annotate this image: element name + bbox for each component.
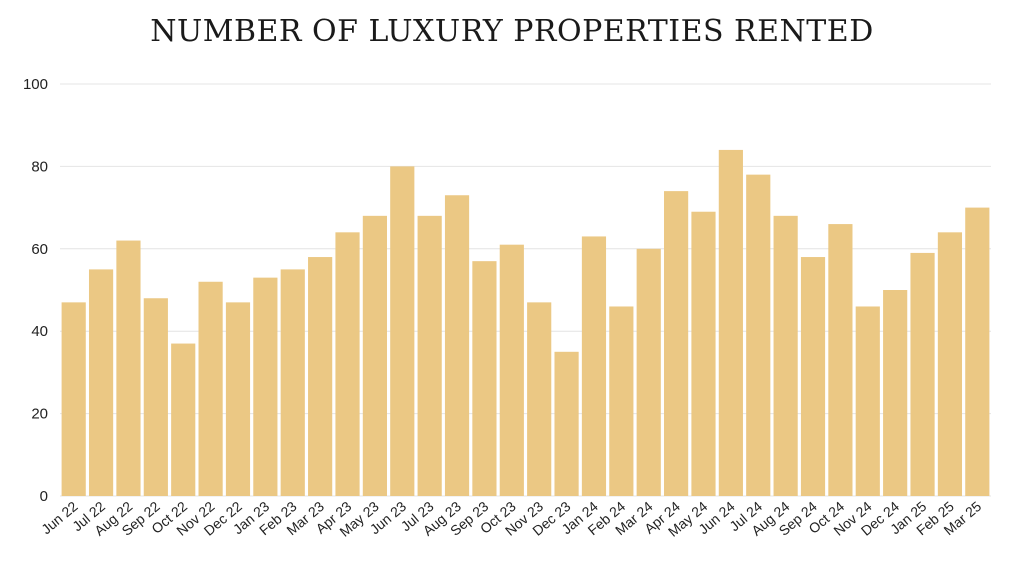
bar [390, 166, 415, 496]
bar [910, 252, 935, 496]
y-tick-label: 100 [23, 76, 48, 93]
bar [828, 224, 853, 496]
bar [664, 191, 689, 496]
bar [308, 257, 333, 496]
bar [554, 351, 579, 496]
y-axis-ticks: 0 20 40 60 80 100 [23, 76, 48, 505]
bar [581, 236, 607, 496]
bar [773, 215, 798, 496]
y-tick-label: 0 [40, 488, 48, 505]
bar [116, 240, 141, 496]
bar [253, 277, 278, 496]
bar [855, 306, 880, 496]
bar [417, 215, 442, 496]
bar [472, 261, 497, 496]
bar [198, 281, 223, 496]
bar [691, 211, 716, 496]
bar [965, 207, 990, 496]
bar [499, 244, 524, 496]
y-tick-label: 60 [31, 241, 48, 258]
bar [88, 269, 114, 496]
bar [171, 343, 196, 496]
bar [800, 257, 826, 496]
bar [883, 290, 908, 496]
bar [280, 269, 305, 496]
bar [335, 232, 360, 496]
bar [609, 306, 634, 496]
bars [61, 149, 990, 497]
bar [746, 174, 771, 496]
bar [937, 232, 963, 496]
bar [444, 195, 470, 497]
bar [143, 298, 168, 496]
bar [225, 302, 251, 496]
bar [718, 149, 743, 497]
y-tick-label: 80 [31, 158, 48, 175]
bar [636, 248, 661, 496]
y-tick-label: 20 [31, 406, 48, 423]
y-tick-label: 40 [31, 323, 48, 340]
bar [61, 302, 86, 496]
bar [527, 302, 552, 496]
chart-title: NUMBER OF LUXURY PROPERTIES RENTED [150, 14, 874, 49]
bar [362, 215, 387, 496]
